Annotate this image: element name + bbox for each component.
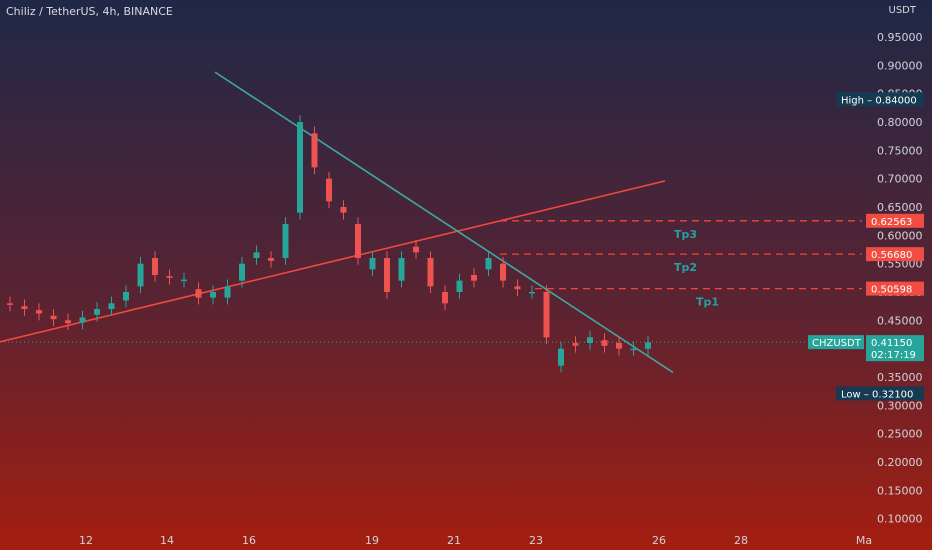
candle-body xyxy=(427,258,434,287)
candle-body xyxy=(50,315,57,320)
x-tick-label: 26 xyxy=(652,534,666,547)
candle-body xyxy=(485,258,492,270)
candle-body xyxy=(152,258,158,275)
y-tick-label: 0.90000 xyxy=(877,59,923,72)
candle-body xyxy=(210,292,216,298)
symbol-header: Chiliz / TetherUS, 4h, BINANCE xyxy=(6,5,173,18)
candle-body xyxy=(297,122,303,213)
low-tag-text: Low – 0.32100 xyxy=(841,389,913,400)
y-tick-label: 0.45000 xyxy=(877,314,923,327)
level-price-text: 0.62563 xyxy=(871,217,912,228)
current-price-text: 0.41150 xyxy=(871,338,912,349)
candle-body xyxy=(514,286,521,290)
currency-label: USDT xyxy=(888,5,916,16)
y-tick-label: 0.75000 xyxy=(877,144,923,157)
y-tick-label: 0.80000 xyxy=(877,116,923,129)
candles xyxy=(7,115,651,373)
countdown-text: 02:17:19 xyxy=(871,350,916,361)
candle-body xyxy=(94,309,100,315)
candle-body xyxy=(65,320,71,324)
trendlines xyxy=(0,71,674,374)
y-tick-label: 0.15000 xyxy=(877,484,923,497)
candle-body xyxy=(7,303,13,305)
candle-body xyxy=(572,343,579,346)
y-tick-label: 0.30000 xyxy=(877,399,923,412)
high-tag xyxy=(836,92,924,107)
x-tick-label: 16 xyxy=(242,534,256,547)
y-tick-label: 0.35000 xyxy=(877,371,923,384)
candle-body xyxy=(137,263,144,287)
target-levels: Tp3 Tp2 Tp1 xyxy=(0,220,862,343)
candle-body xyxy=(282,224,289,258)
candle-body xyxy=(500,263,506,281)
candle-body xyxy=(123,292,129,301)
candle-body xyxy=(166,276,173,278)
x-tick-label: 14 xyxy=(160,534,174,547)
candle-body xyxy=(21,306,28,309)
candle-body xyxy=(471,275,477,281)
candle-body xyxy=(630,348,637,351)
y-tick-label: 0.95000 xyxy=(877,31,923,44)
level-name-tp3: Tp3 xyxy=(674,228,697,241)
candle-body xyxy=(442,292,448,304)
x-axis: 12 14 16 19 21 23 26 28 Ma xyxy=(79,534,872,547)
candle-body xyxy=(36,310,42,314)
candle-body xyxy=(268,258,274,261)
candle-body xyxy=(645,342,651,349)
candle-body xyxy=(587,337,593,343)
symbol-text: CHZUSDT xyxy=(812,338,862,349)
symbol-tag xyxy=(808,335,864,350)
current-price-tag xyxy=(866,335,924,362)
level-name-tp1: Tp1 xyxy=(696,296,719,309)
y-tick-label: 0.25000 xyxy=(877,428,923,441)
level-name-tp2: Tp2 xyxy=(674,261,697,274)
candle-body xyxy=(79,317,86,323)
candle-body xyxy=(529,292,535,294)
trendline-ascending xyxy=(0,180,666,343)
candle-body xyxy=(543,292,550,338)
level-price-tag xyxy=(866,213,924,228)
candle-body xyxy=(398,258,405,281)
trendline-descending xyxy=(214,71,674,374)
candle-body xyxy=(413,246,419,253)
y-tick-label: 0.10000 xyxy=(877,513,923,526)
level-price-tag xyxy=(866,247,924,262)
candle-body xyxy=(384,258,390,292)
candle-body xyxy=(601,340,608,346)
candle-body xyxy=(239,263,245,281)
candle-body xyxy=(224,286,231,298)
x-tick-label: 23 xyxy=(529,534,543,547)
x-tick-label: 12 xyxy=(79,534,93,547)
x-tick-label: 19 xyxy=(365,534,379,547)
candle-body xyxy=(340,207,347,213)
candle-body xyxy=(253,252,260,258)
candle-body xyxy=(355,224,361,258)
candle-body xyxy=(326,178,332,202)
candle-body xyxy=(456,280,463,292)
level-price-tag xyxy=(866,281,924,296)
price-tags: 0.62563 0.56680 0.50598 CHZUSDT 0.4115002:17… xyxy=(808,92,924,401)
candle-body xyxy=(558,348,564,366)
level-price-text: 0.56680 xyxy=(871,250,912,261)
x-tick-label: Ma xyxy=(856,534,872,547)
low-tag xyxy=(836,386,924,401)
level-price-text: 0.50598 xyxy=(871,285,912,296)
y-tick-label: 0.70000 xyxy=(877,173,923,186)
candle-body xyxy=(369,258,376,270)
y-tick-label: 0.60000 xyxy=(877,229,923,242)
candle-body xyxy=(311,133,318,168)
candle-body xyxy=(108,303,115,309)
y-tick-label: 0.65000 xyxy=(877,201,923,214)
x-tick-label: 28 xyxy=(734,534,748,547)
candle-body xyxy=(195,289,202,298)
candle-body xyxy=(616,343,622,349)
y-tick-label: 0.20000 xyxy=(877,456,923,469)
x-tick-label: 21 xyxy=(447,534,461,547)
high-tag-text: High – 0.84000 xyxy=(841,95,917,106)
candle-body xyxy=(181,279,187,282)
